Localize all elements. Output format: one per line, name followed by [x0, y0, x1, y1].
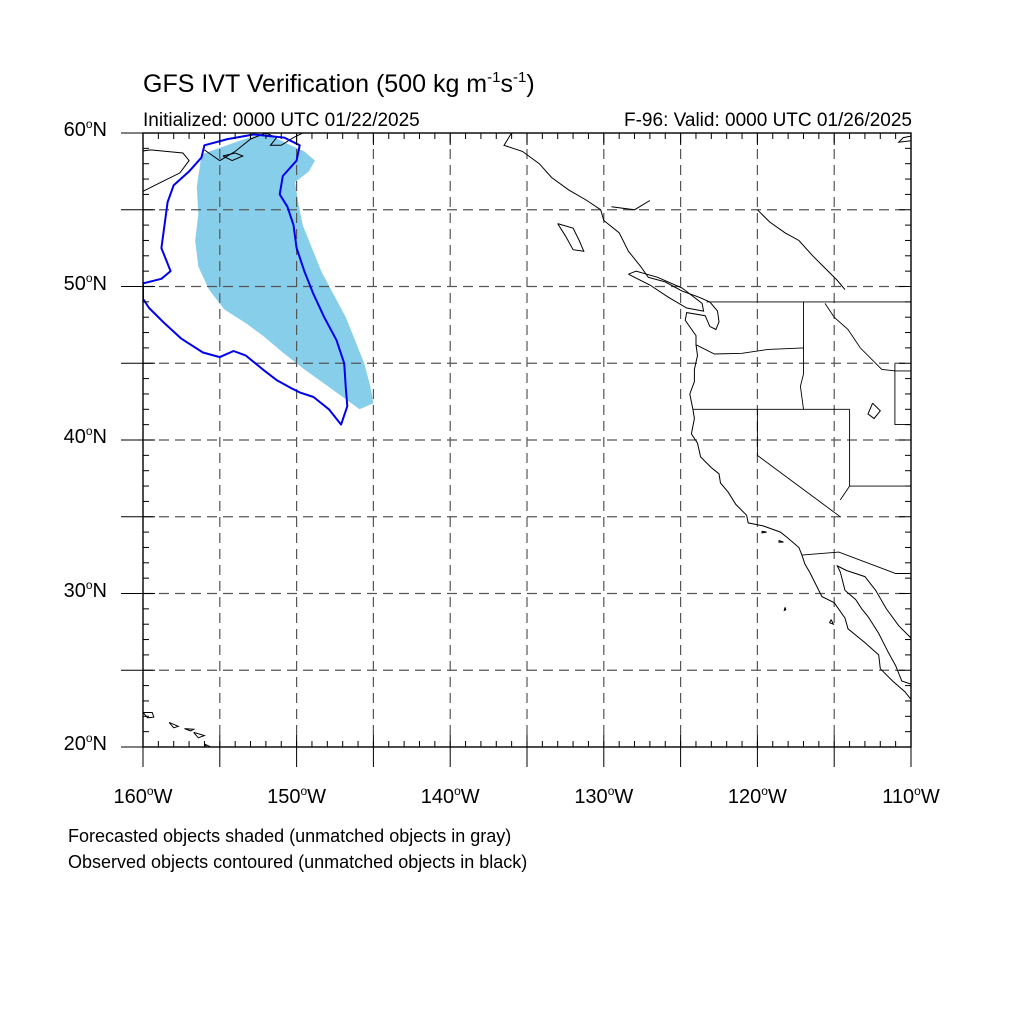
longitude-label: 160oW — [93, 784, 193, 809]
coastline — [897, 135, 911, 143]
degree-symbol: o — [85, 424, 93, 438]
coastline — [611, 200, 651, 211]
coastline — [783, 607, 787, 612]
longitude-label: 110oW — [861, 784, 961, 809]
latitude-label: 30oN — [27, 577, 107, 603]
observed-legend-note: Observed objects contoured (unmatched ob… — [68, 852, 528, 872]
degree-symbol: o — [85, 577, 93, 592]
coastline — [761, 530, 767, 534]
coastline — [757, 209, 846, 290]
title-text: GFS IVT Verification (500 kg m — [143, 70, 488, 98]
lon-hemisphere: W — [460, 786, 480, 808]
degree-symbol: o — [85, 731, 93, 745]
lat-value: 30 — [63, 579, 86, 602]
state-border — [799, 301, 804, 410]
coastline — [222, 152, 245, 162]
title-close-paren: ) — [526, 70, 535, 98]
lat-hemisphere: N — [92, 272, 107, 295]
forecast-legend-note: Forecasted objects shaded (unmatched obj… — [68, 826, 512, 846]
coastline — [203, 743, 212, 747]
lat-hemisphere: N — [92, 579, 107, 602]
lat-value: 60 — [63, 119, 86, 141]
state-border — [695, 344, 804, 355]
latitude-label: 50oN — [27, 270, 107, 296]
state-border — [756, 409, 841, 518]
coastline — [184, 728, 196, 732]
degree-symbol: o — [85, 117, 93, 131]
degree-symbol: o — [454, 784, 461, 798]
lon-hemisphere: W — [307, 786, 327, 808]
coastline — [143, 149, 190, 192]
degree-symbol: o — [914, 784, 921, 798]
coastline — [836, 564, 911, 685]
lon-value: 160 — [113, 786, 147, 808]
lat-hemisphere: N — [92, 119, 107, 141]
lat-value: 20 — [63, 733, 86, 755]
longitude-label: 140oW — [400, 784, 500, 809]
observed-ivt-contour — [143, 133, 349, 426]
degree-symbol: o — [761, 784, 768, 798]
figure-title: GFS IVT Verification (500 kg m-1s-1) — [143, 70, 535, 99]
degree-symbol: o — [300, 784, 308, 798]
init-time-label: Initialized: 0000 UTC 01/22/2025 — [143, 110, 420, 131]
coastline — [867, 402, 881, 420]
coastline — [168, 721, 180, 729]
longitude-label: 120oW — [707, 784, 807, 809]
lon-value: 120 — [727, 786, 762, 808]
lat-hemisphere: N — [92, 426, 107, 448]
lat-value: 50 — [63, 272, 86, 295]
coastline — [143, 712, 155, 719]
longitude-label: 130oW — [554, 784, 654, 809]
coastline — [828, 619, 835, 626]
lon-hemisphere: W — [767, 786, 787, 808]
degree-symbol: o — [146, 784, 154, 798]
coastline — [557, 223, 585, 252]
title-exponent-1: -1 — [487, 69, 501, 86]
coastline — [628, 270, 705, 312]
forecast-ivt-object — [195, 134, 374, 410]
lon-value: 130 — [574, 786, 608, 808]
latitude-label: 20oN — [27, 731, 107, 756]
state-border — [824, 303, 911, 372]
lon-hemisphere: W — [153, 786, 173, 808]
valid-time-label: F-96: Valid: 0000 UTC 01/26/2025 — [624, 110, 912, 131]
title-unit-s: s — [500, 70, 513, 98]
latitude-label: 40oN — [27, 424, 107, 449]
coastline — [778, 540, 784, 543]
title-exponent-2: -1 — [512, 69, 527, 86]
coastline — [193, 731, 206, 739]
degree-symbol: o — [607, 784, 615, 798]
lon-value: 140 — [420, 786, 455, 808]
lon-hemisphere: W — [614, 786, 634, 808]
state-border — [801, 551, 911, 574]
lat-hemisphere: N — [92, 733, 107, 755]
degree-symbol: o — [85, 270, 93, 285]
latitude-label: 60oN — [27, 117, 107, 142]
coastline — [503, 133, 911, 700]
lon-value: 110 — [882, 786, 915, 808]
lat-value: 40 — [63, 426, 86, 448]
longitude-label: 150oW — [247, 784, 347, 809]
lon-value: 150 — [267, 786, 301, 808]
lon-hemisphere: W — [920, 786, 940, 808]
state-border — [839, 409, 851, 501]
